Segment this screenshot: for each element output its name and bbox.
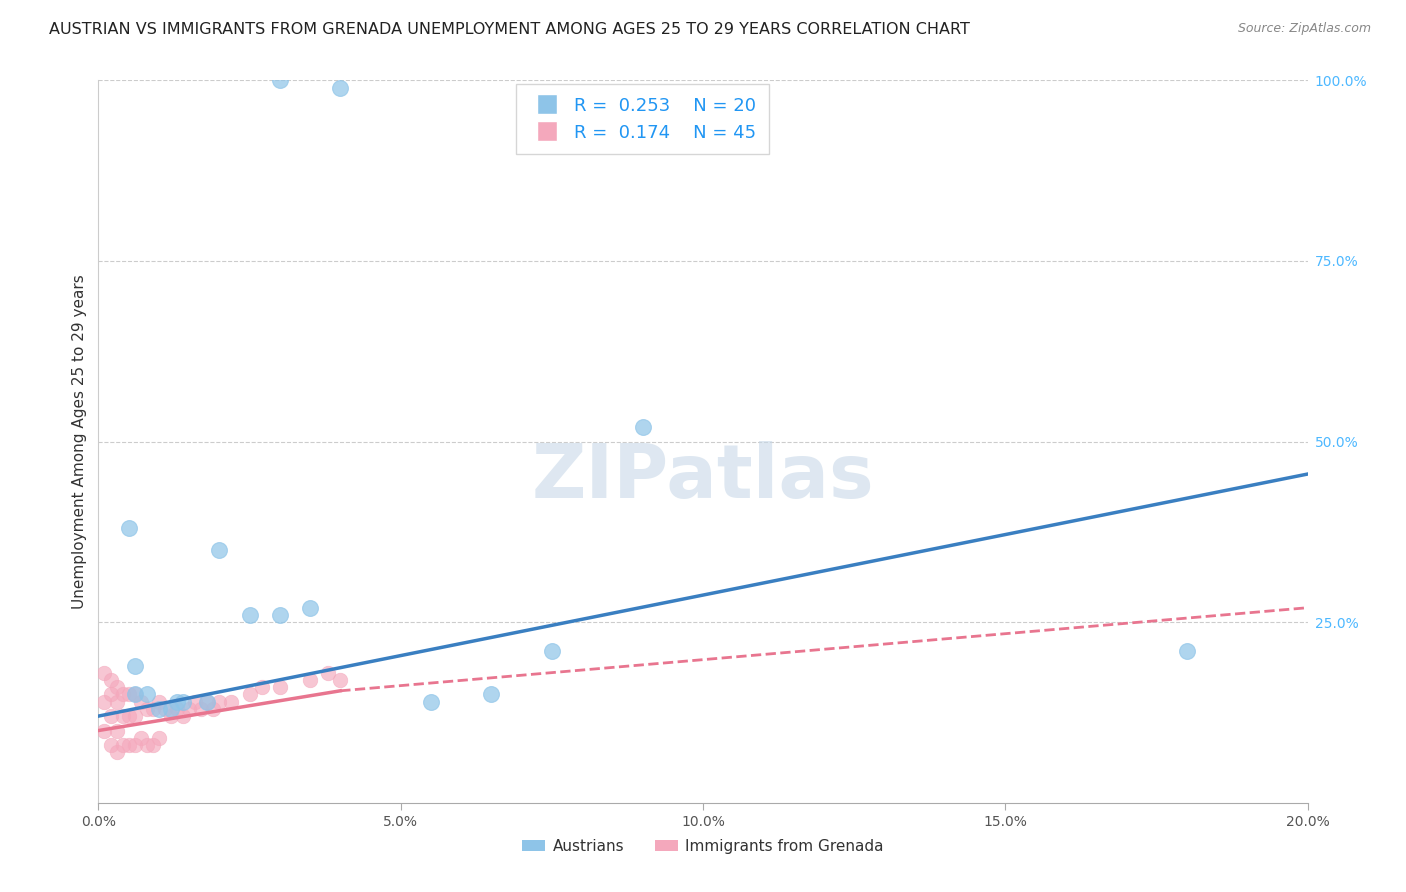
- Point: [202, 702, 225, 716]
- Point: [179, 702, 201, 716]
- Point: [420, 695, 443, 709]
- Point: [239, 607, 262, 622]
- Point: [148, 702, 170, 716]
- Point: [100, 687, 122, 701]
- Point: [540, 644, 562, 658]
- Point: [166, 702, 188, 716]
- Legend: Austrians, Immigrants from Grenada: Austrians, Immigrants from Grenada: [516, 833, 890, 860]
- Point: [118, 687, 141, 701]
- Point: [135, 687, 157, 701]
- Point: [195, 695, 218, 709]
- Point: [250, 680, 273, 694]
- Point: [93, 665, 115, 680]
- Point: [124, 709, 146, 723]
- Point: [124, 658, 146, 673]
- Point: [105, 695, 128, 709]
- Point: [184, 695, 207, 709]
- Point: [148, 731, 170, 745]
- Point: [299, 600, 322, 615]
- Point: [316, 665, 339, 680]
- Point: [190, 702, 212, 716]
- Point: [124, 687, 146, 701]
- Point: [111, 709, 134, 723]
- Point: [329, 80, 352, 95]
- Point: [135, 702, 157, 716]
- Point: [124, 738, 146, 752]
- Point: [93, 695, 115, 709]
- Point: [166, 695, 188, 709]
- Point: [160, 709, 183, 723]
- Point: [221, 695, 243, 709]
- Y-axis label: Unemployment Among Ages 25 to 29 years: Unemployment Among Ages 25 to 29 years: [72, 274, 87, 609]
- Point: [100, 673, 122, 687]
- Point: [129, 731, 152, 745]
- Point: [135, 738, 157, 752]
- Point: [329, 673, 352, 687]
- Point: [153, 702, 176, 716]
- Point: [269, 680, 291, 694]
- Point: [239, 687, 262, 701]
- Point: [208, 695, 231, 709]
- Point: [269, 607, 291, 622]
- Point: [118, 709, 141, 723]
- Point: [105, 680, 128, 694]
- Point: [111, 687, 134, 701]
- Text: Source: ZipAtlas.com: Source: ZipAtlas.com: [1237, 22, 1371, 36]
- Point: [160, 702, 183, 716]
- Point: [195, 695, 218, 709]
- Point: [129, 695, 152, 709]
- Point: [208, 542, 231, 557]
- Point: [1175, 644, 1198, 658]
- Point: [148, 695, 170, 709]
- Point: [142, 738, 165, 752]
- Point: [100, 709, 122, 723]
- Point: [481, 687, 503, 701]
- Point: [172, 695, 194, 709]
- Point: [631, 420, 654, 434]
- Text: AUSTRIAN VS IMMIGRANTS FROM GRENADA UNEMPLOYMENT AMONG AGES 25 TO 29 YEARS CORRE: AUSTRIAN VS IMMIGRANTS FROM GRENADA UNEM…: [49, 22, 970, 37]
- Point: [142, 702, 165, 716]
- Point: [172, 709, 194, 723]
- Point: [299, 673, 322, 687]
- Point: [124, 687, 146, 701]
- Point: [118, 738, 141, 752]
- Point: [111, 738, 134, 752]
- Point: [105, 745, 128, 759]
- Point: [100, 738, 122, 752]
- Point: [118, 521, 141, 535]
- Point: [105, 723, 128, 738]
- Point: [269, 73, 291, 87]
- Point: [93, 723, 115, 738]
- Text: ZIPatlas: ZIPatlas: [531, 442, 875, 514]
